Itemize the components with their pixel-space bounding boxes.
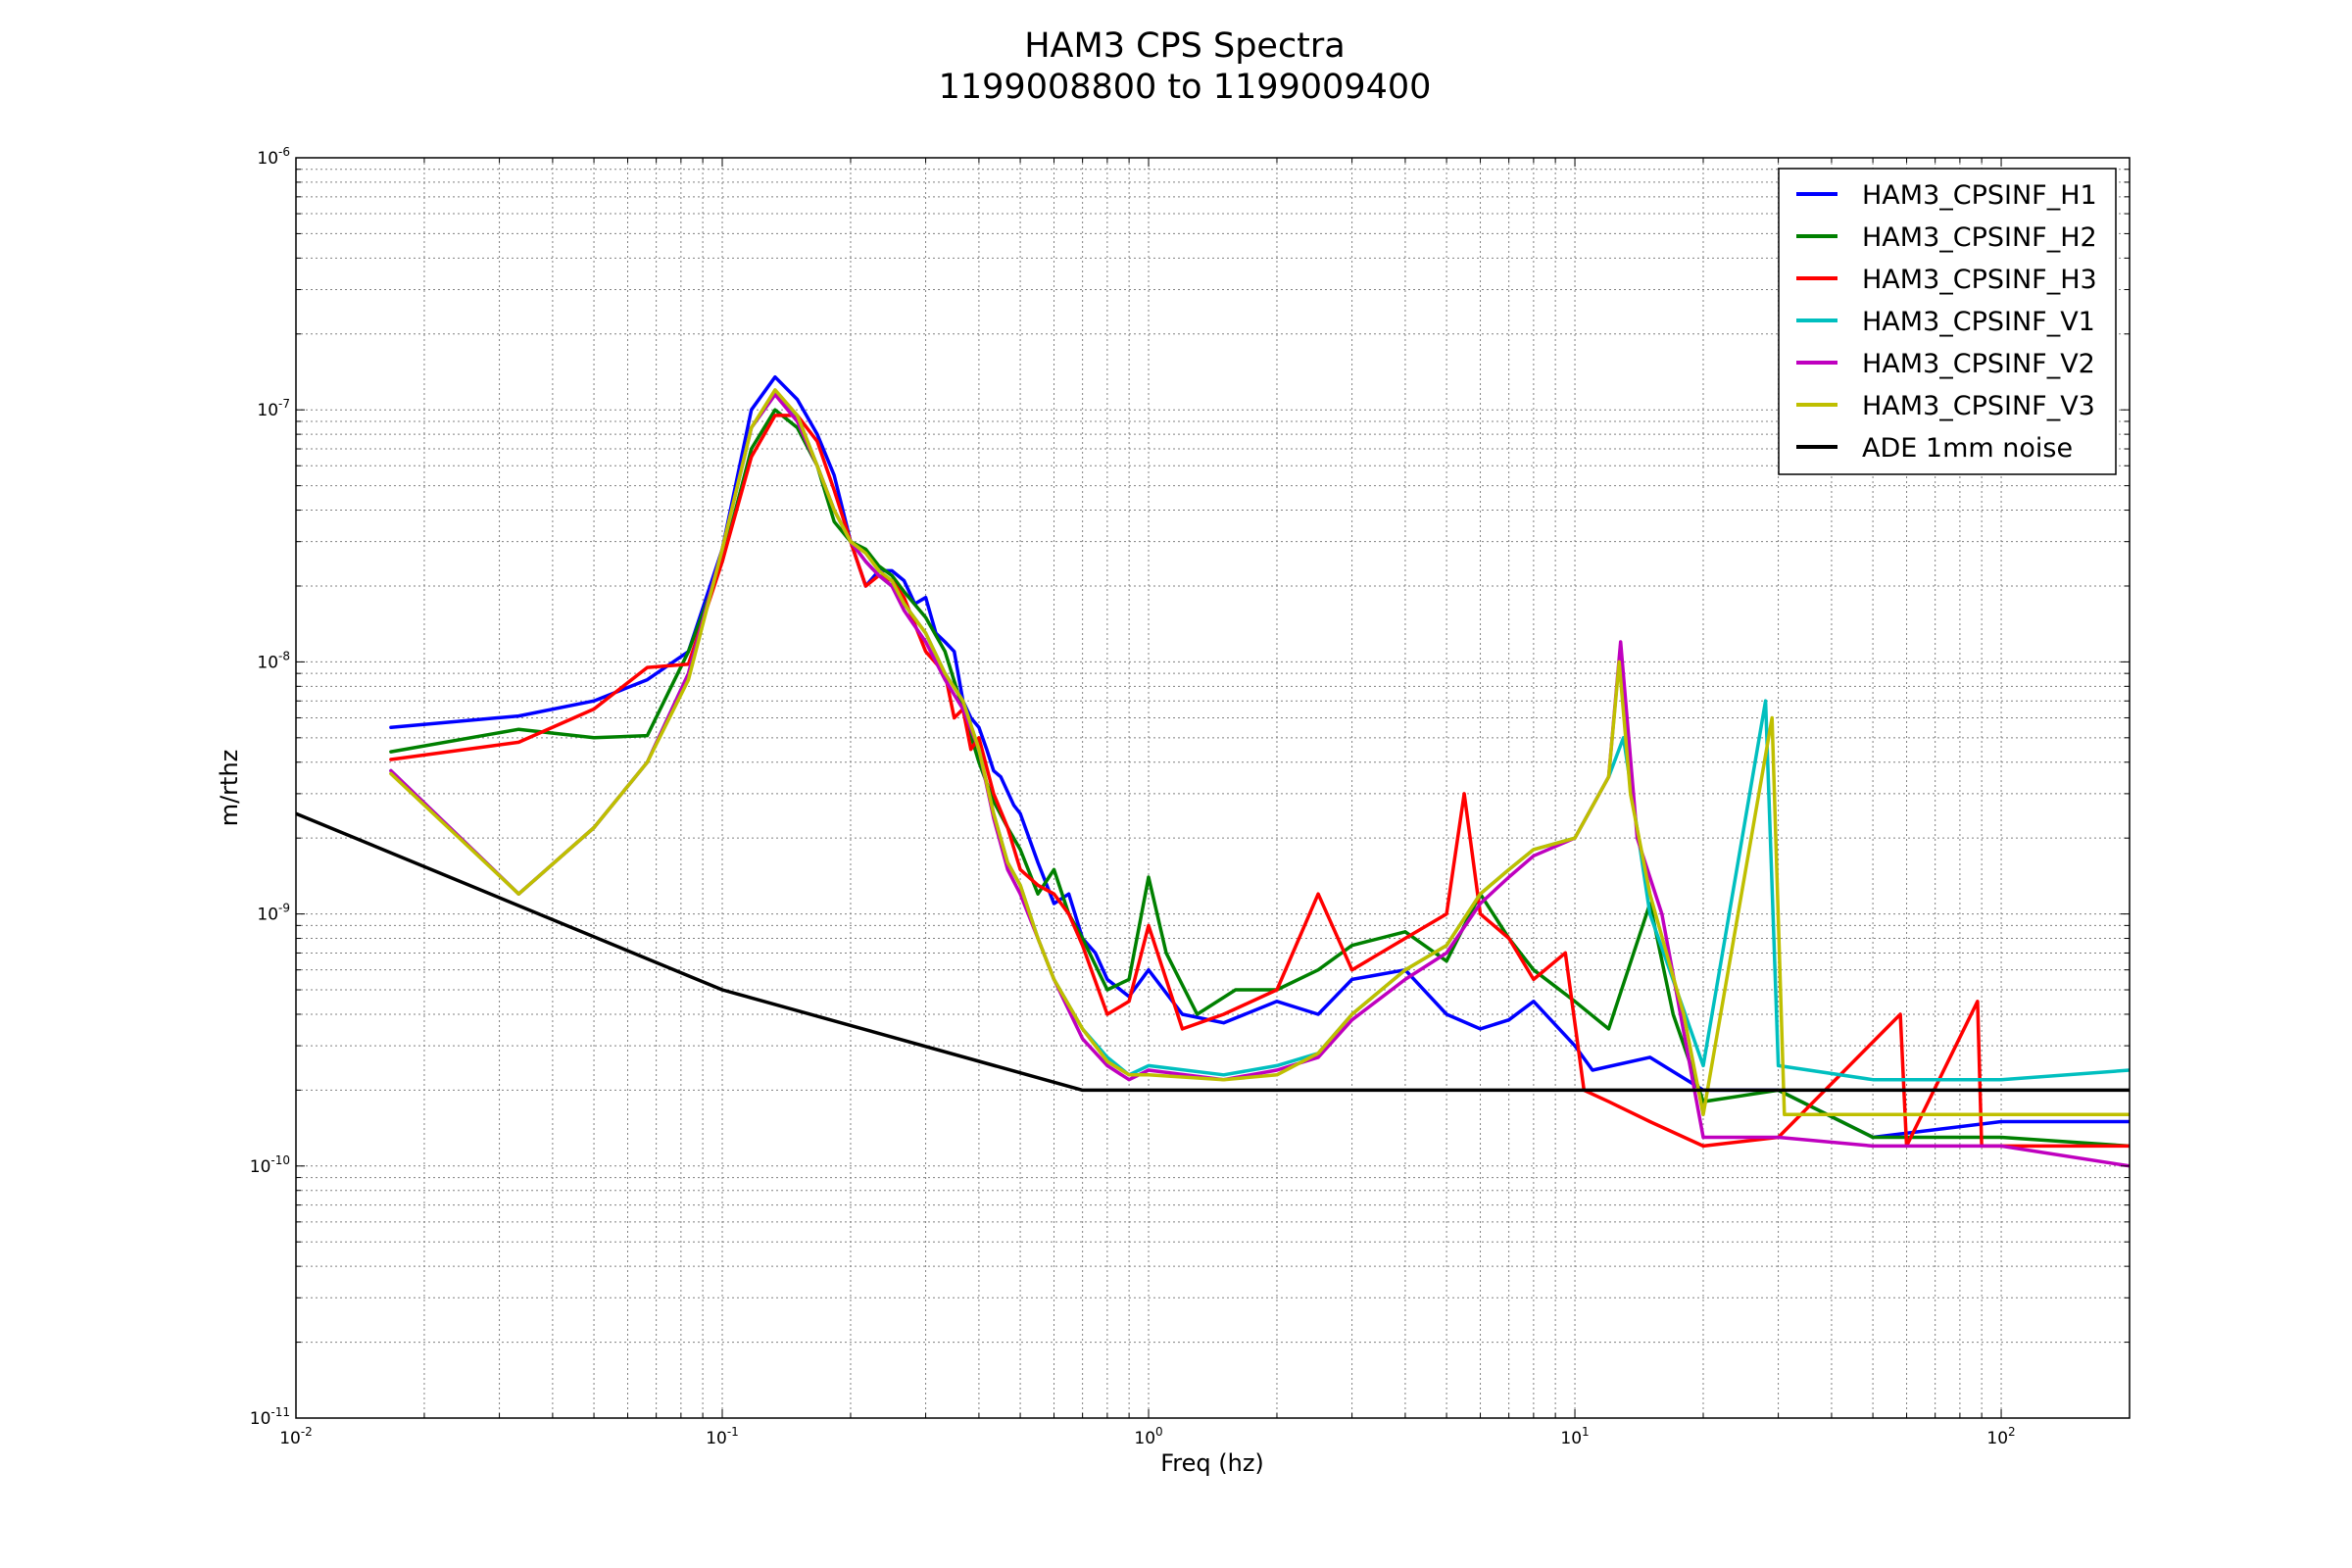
y-tick-label: 10-9	[257, 902, 290, 925]
y-tick-label: 10-10	[250, 1153, 290, 1177]
series-line-ham3-cpsinf-h2	[389, 408, 2130, 1149]
legend-label-ham3-cpsinf-h3: HAM3_CPSINF_H3	[1862, 265, 2097, 295]
legend-label-ham3-cpsinf-v2: HAM3_CPSINF_V2	[1862, 349, 2095, 379]
series-line-ade-1mm-noise	[296, 811, 2130, 1093]
legend-label-ham3-cpsinf-h1: HAM3_CPSINF_H1	[1862, 180, 2097, 211]
x-tick-label: 101	[1560, 1425, 1589, 1448]
series-group	[296, 374, 2130, 1168]
y-axis-label: m/rthz	[216, 750, 243, 827]
x-tick-label: 100	[1134, 1425, 1162, 1448]
x-tick-label: 102	[1986, 1425, 2015, 1448]
y-tick-label: 10-11	[250, 1405, 290, 1429]
series-line-ham3-cpsinf-h3	[389, 414, 2130, 1149]
x-tick-label: 10-2	[279, 1425, 313, 1448]
legend-label-ade-1mm-noise: ADE 1mm noise	[1862, 433, 2073, 464]
axis-ticks: 10-2 10-1 100 101 102 10-11 10-10 10-9 10-8 10-7 1…	[250, 145, 2131, 1448]
series-line-ham3-cpsinf-h1	[389, 374, 2130, 1140]
legend-label-ham3-cpsinf-h2: HAM3_CPSINF_H2	[1862, 222, 2097, 253]
chart-subtitle: 1199008800 to 1199009400	[939, 68, 1432, 107]
plot-frame	[295, 157, 2131, 1419]
chart-title: HAM3 CPS Spectra	[1024, 26, 1346, 66]
legend-label-ham3-cpsinf-v1: HAM3_CPSINF_V1	[1862, 307, 2095, 337]
legend-label-ham3-cpsinf-v3: HAM3_CPSINF_V3	[1862, 391, 2095, 421]
y-tick-label: 10-7	[257, 397, 290, 420]
x-axis-label: Freq (hz)	[1160, 1449, 1264, 1477]
x-tick-label: 10-1	[706, 1425, 739, 1448]
y-tick-label: 10-6	[257, 145, 290, 169]
series-line-ham3-cpsinf-v3	[389, 388, 2130, 1117]
legend: HAM3_CPSINF_H1 HAM3_CPSINF_H2 HAM3_CPSINF_…	[1778, 168, 2117, 475]
y-tick-label: 10-8	[257, 649, 290, 672]
